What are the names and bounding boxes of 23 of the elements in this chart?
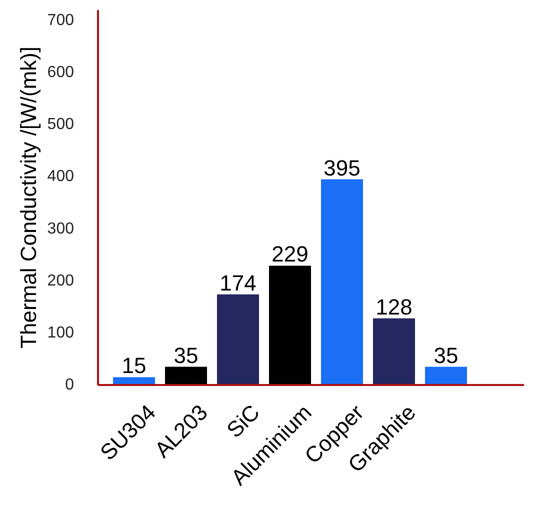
data-label: 229 [272,242,308,267]
data-label: 15 [122,353,146,378]
bar [373,318,415,385]
y-tick-label: 300 [47,220,74,238]
y-tick-label: 0 [65,376,74,394]
data-label: 128 [376,294,412,320]
y-tick-label: 200 [47,272,74,290]
data-label: 395 [324,155,360,180]
y-axis-title: Thermal Conductivity /[W/(mk)] [16,46,41,348]
bar [321,179,363,385]
data-label: 174 [220,270,256,296]
bar [165,366,207,385]
y-tick-label: 400 [47,168,74,186]
y-tick-label: 500 [47,116,74,134]
y-tick-label: 100 [47,324,74,342]
bar [425,366,467,385]
data-label: 35 [174,342,198,368]
data-label: 35 [434,342,458,368]
bar [113,377,155,385]
bar [269,266,311,385]
bar [217,294,259,385]
y-tick-label: 600 [47,64,74,81]
y-tick-label: 700 [47,12,74,29]
